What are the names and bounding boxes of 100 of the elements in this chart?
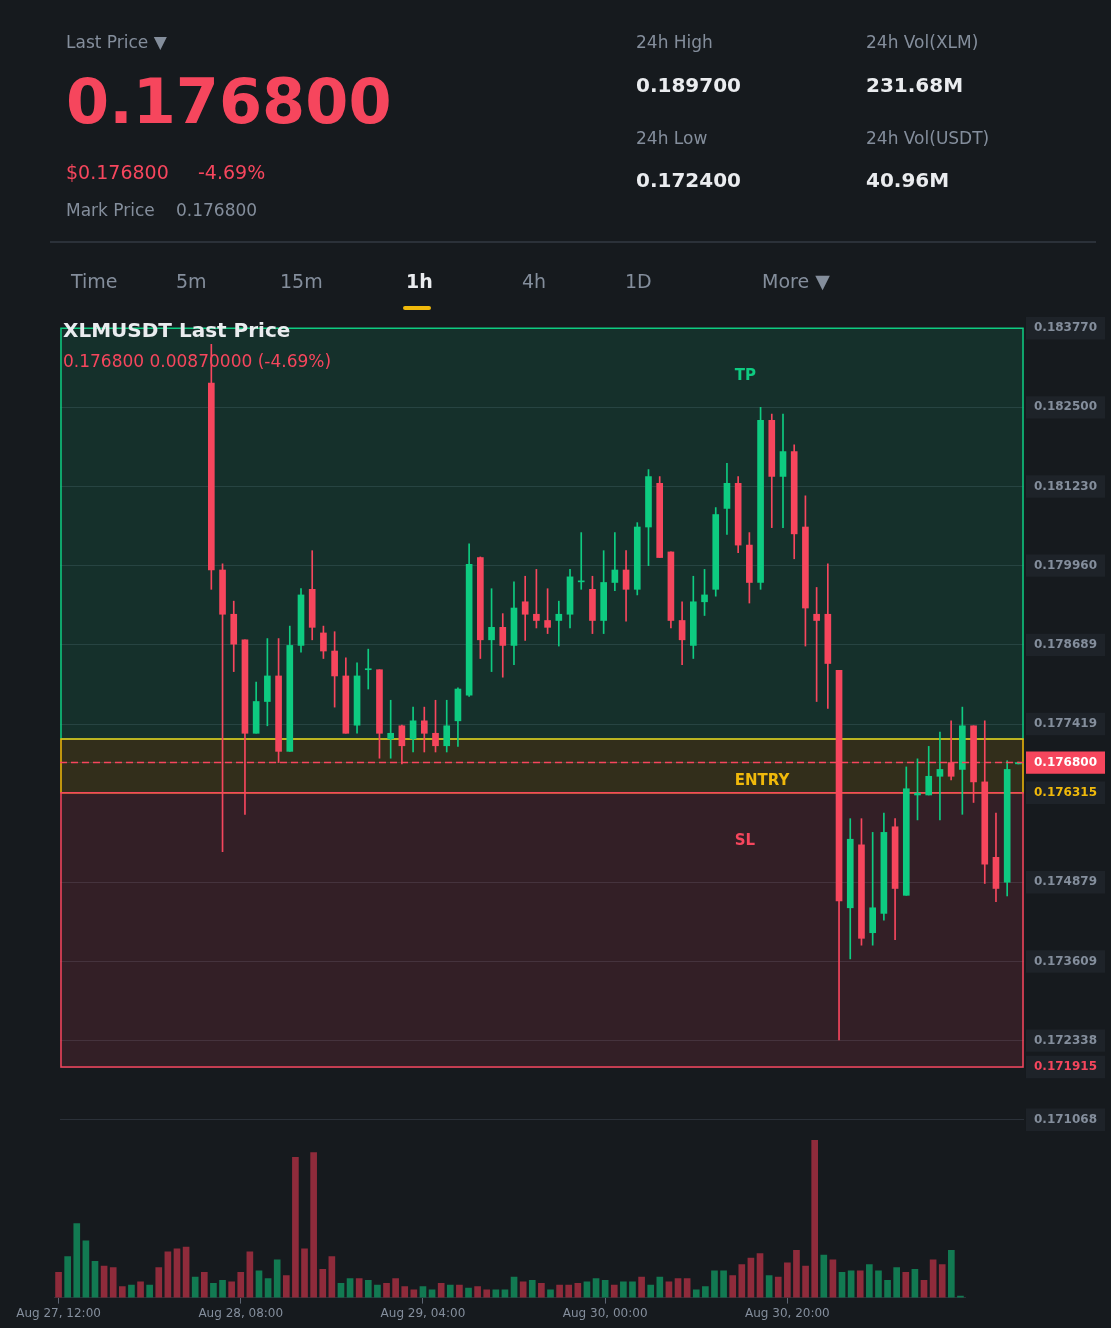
- text: 40.96M: [866, 168, 950, 192]
- band-label: ENTRY: [734, 770, 791, 789]
- bar: [210, 1283, 217, 1298]
- text: Time: [71, 269, 118, 292]
- bar: [456, 1284, 463, 1298]
- bar: [784, 1262, 791, 1298]
- bar: [155, 1267, 163, 1298]
- bar: [538, 1283, 545, 1298]
- bar: [847, 1270, 855, 1298]
- bar: [273, 1259, 281, 1298]
- y-tick-label: 0.183770: [1033, 320, 1098, 335]
- bar: [793, 1249, 800, 1298]
- bar: [355, 1278, 363, 1298]
- bar: [711, 1270, 718, 1298]
- band-label: SL: [734, 830, 756, 849]
- y-tick-label: 0.172338: [1033, 1032, 1098, 1047]
- bar: [109, 1267, 117, 1298]
- bar: [929, 1259, 937, 1298]
- candlestick: [364, 648, 372, 690]
- text: 24h Low: [636, 127, 708, 148]
- text: 0.172400: [636, 168, 742, 192]
- text: 5m: [176, 269, 207, 292]
- bar: [465, 1287, 472, 1298]
- bar: [437, 1283, 445, 1298]
- bar: [820, 1254, 828, 1298]
- bar: [547, 1289, 554, 1298]
- bar: [856, 1270, 864, 1298]
- text: 1h: [406, 269, 433, 292]
- y-tick-label: 0.173609: [1033, 953, 1098, 968]
- bar: [255, 1270, 263, 1298]
- text: 24h High: [636, 31, 713, 52]
- bar: [137, 1281, 144, 1298]
- bar: [401, 1286, 409, 1298]
- bar: [200, 1272, 208, 1298]
- bar: [629, 1281, 636, 1298]
- y-tick-label: 0.178689: [1033, 636, 1098, 651]
- text: 0.189700: [636, 73, 742, 97]
- y-tick-label: 0.177419: [1033, 716, 1098, 731]
- bar: [374, 1284, 381, 1298]
- x-tick-label: Aug 27, 12:00: [16, 1305, 101, 1320]
- bar: [556, 1284, 563, 1298]
- bar: [875, 1270, 882, 1298]
- y-tick-label: 0.176315: [1033, 784, 1098, 799]
- bar: [565, 1284, 573, 1298]
- bar: [574, 1283, 582, 1298]
- text: 4h: [522, 269, 547, 292]
- bar: [702, 1286, 709, 1298]
- bar: [55, 1272, 62, 1298]
- bar: [292, 1157, 299, 1298]
- bar: [483, 1289, 491, 1298]
- bar: [173, 1248, 181, 1298]
- x-tick-label: Aug 28, 08:00: [198, 1305, 284, 1320]
- bar: [237, 1272, 245, 1298]
- bar: [720, 1270, 727, 1298]
- y-tick-label: 0.182500: [1033, 399, 1098, 414]
- bar: [893, 1267, 901, 1298]
- text: 24h Vol(USDT): [866, 127, 990, 148]
- bar: [146, 1284, 153, 1298]
- bar: [128, 1284, 135, 1298]
- bar: [647, 1284, 655, 1298]
- bar: [73, 1223, 81, 1298]
- bar: [119, 1286, 126, 1298]
- text: Mark Price: [66, 199, 155, 220]
- bar: [282, 1275, 290, 1298]
- x-tick-label: Aug 30, 00:00: [562, 1305, 648, 1320]
- bar: [219, 1279, 226, 1298]
- text: -4.69%: [198, 160, 266, 183]
- y-tick-label: 0.176800: [1033, 754, 1098, 769]
- bar: [738, 1264, 746, 1298]
- band-label: TP: [734, 366, 757, 385]
- x-tick-label: Aug 30, 20:00: [744, 1305, 830, 1320]
- text: $0.176800: [66, 160, 169, 183]
- bar: [638, 1276, 645, 1298]
- bar: [392, 1278, 399, 1298]
- text: 0.176800: [66, 65, 392, 138]
- bar: [528, 1279, 536, 1298]
- bar: [948, 1249, 955, 1298]
- bar: [938, 1264, 946, 1298]
- bar: [383, 1283, 390, 1298]
- bar: [310, 1152, 317, 1298]
- bar: [692, 1289, 700, 1298]
- bar: [811, 1140, 819, 1298]
- bar: [319, 1268, 327, 1298]
- x-tick-label: Aug 29, 04:00: [380, 1305, 466, 1320]
- text: Last Price ▼: [66, 31, 167, 52]
- bar: [829, 1259, 837, 1298]
- text: 24h Vol(XLM): [866, 31, 979, 52]
- y-tick-label: 0.174879: [1033, 874, 1098, 889]
- bar: [656, 1276, 664, 1298]
- text: 231.68M: [866, 73, 964, 97]
- text: 15m: [280, 269, 323, 292]
- y-tick-label: 0.179960: [1033, 557, 1098, 572]
- bar: [446, 1284, 454, 1298]
- bar: [774, 1276, 782, 1298]
- bar: [364, 1279, 372, 1298]
- text: 1D: [625, 269, 652, 292]
- bar: [802, 1265, 809, 1298]
- y-tick-label: 0.181230: [1033, 478, 1098, 493]
- bar: [620, 1281, 627, 1298]
- y-tick-label: 0.171915: [1033, 1059, 1098, 1074]
